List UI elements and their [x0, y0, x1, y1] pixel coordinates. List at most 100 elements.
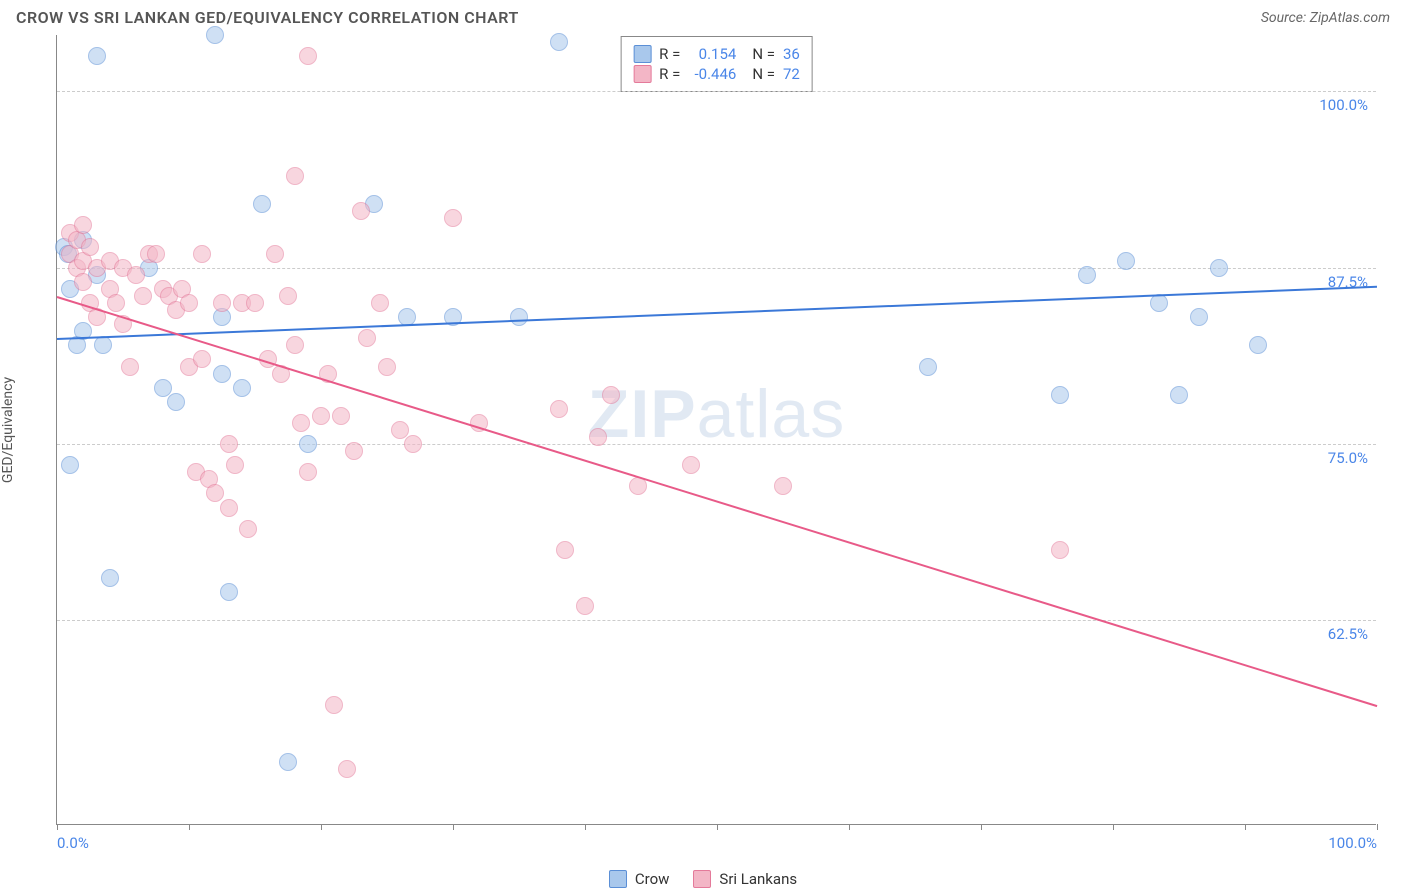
data-point [193, 245, 211, 263]
data-point [292, 414, 310, 432]
data-point [107, 294, 125, 312]
data-point [589, 428, 607, 446]
data-point [206, 26, 224, 44]
gridline-h [57, 444, 1376, 445]
y-tick-label: 100.0% [1319, 96, 1368, 114]
y-axis-label: GED/Equivalency [0, 377, 16, 483]
legend-swatch [609, 870, 627, 888]
data-point [239, 520, 257, 538]
source-link[interactable]: ZipAtlas.com [1310, 10, 1390, 26]
data-point [279, 753, 297, 771]
data-point [1210, 259, 1228, 277]
y-tick-label: 75.0% [1328, 449, 1368, 467]
data-point [266, 245, 284, 263]
data-point [253, 195, 271, 213]
data-point [167, 393, 185, 411]
data-point [121, 358, 139, 376]
source-label: Source: ZipAtlas.com [1261, 10, 1390, 26]
chart-title: CROW VS SRI LANKAN GED/EQUIVALENCY CORRE… [16, 8, 519, 27]
x-tick [453, 824, 454, 830]
data-point [299, 435, 317, 453]
data-point [919, 358, 937, 376]
data-point [371, 294, 389, 312]
data-point [286, 167, 304, 185]
data-point [286, 336, 304, 354]
data-point [378, 358, 396, 376]
data-point [61, 456, 79, 474]
data-point [220, 435, 238, 453]
data-point [246, 294, 264, 312]
data-point [213, 294, 231, 312]
data-point [358, 329, 376, 347]
data-point [1051, 386, 1069, 404]
data-point [1170, 386, 1188, 404]
data-point [576, 597, 594, 615]
data-point [550, 400, 568, 418]
data-point [279, 287, 297, 305]
x-tick [1245, 824, 1246, 830]
gridline-h [57, 91, 1376, 92]
data-point [220, 499, 238, 517]
data-point [74, 273, 92, 291]
x-tick [1377, 824, 1378, 830]
x-tick-label: 100.0% [1328, 834, 1377, 852]
x-tick [321, 824, 322, 830]
x-tick [189, 824, 190, 830]
legend-item: Crow [609, 870, 670, 888]
data-point [226, 456, 244, 474]
data-point [1150, 294, 1168, 312]
data-point [233, 379, 251, 397]
data-point [550, 33, 568, 51]
data-point [332, 407, 350, 425]
watermark: ZIPatlas [588, 375, 845, 453]
data-point [556, 541, 574, 559]
y-tick-label: 62.5% [1328, 625, 1368, 643]
data-point [213, 365, 231, 383]
data-point [220, 583, 238, 601]
x-tick [57, 824, 58, 830]
data-point [299, 463, 317, 481]
data-point [1117, 252, 1135, 270]
data-point [444, 209, 462, 227]
x-tick-label: 0.0% [57, 834, 89, 852]
data-point [1078, 266, 1096, 284]
data-point [352, 202, 370, 220]
data-point [94, 336, 112, 354]
data-point [312, 407, 330, 425]
data-point [193, 350, 211, 368]
data-point [404, 435, 422, 453]
data-point [134, 287, 152, 305]
series-legend: Crow Sri Lankans [0, 870, 1406, 888]
legend-swatch [693, 870, 711, 888]
data-point [154, 379, 172, 397]
legend-swatch [633, 65, 651, 83]
data-point [510, 308, 528, 326]
data-point [127, 266, 145, 284]
data-point [299, 47, 317, 65]
data-point [101, 569, 119, 587]
data-point [774, 477, 792, 495]
legend-swatch [633, 45, 651, 63]
data-point [147, 245, 165, 263]
gridline-h [57, 620, 1376, 621]
legend-row: R =-0.446N =72 [633, 65, 800, 83]
chart-area: GED/Equivalency ZIPatlas R =0.154N =36R … [16, 35, 1376, 825]
data-point [180, 294, 198, 312]
x-tick [1113, 824, 1114, 830]
x-tick [585, 824, 586, 830]
data-point [74, 216, 92, 234]
legend-item: Sri Lankans [693, 870, 797, 888]
x-tick [717, 824, 718, 830]
x-tick [849, 824, 850, 830]
plot-region: ZIPatlas R =0.154N =36R =-0.446N =72 62.… [56, 35, 1376, 825]
data-point [682, 456, 700, 474]
data-point [1051, 541, 1069, 559]
data-point [602, 386, 620, 404]
data-point [88, 47, 106, 65]
gridline-h [57, 268, 1376, 269]
data-point [81, 238, 99, 256]
data-point [391, 421, 409, 439]
data-point [206, 484, 224, 502]
data-point [338, 760, 356, 778]
correlation-legend: R =0.154N =36R =-0.446N =72 [620, 36, 813, 92]
